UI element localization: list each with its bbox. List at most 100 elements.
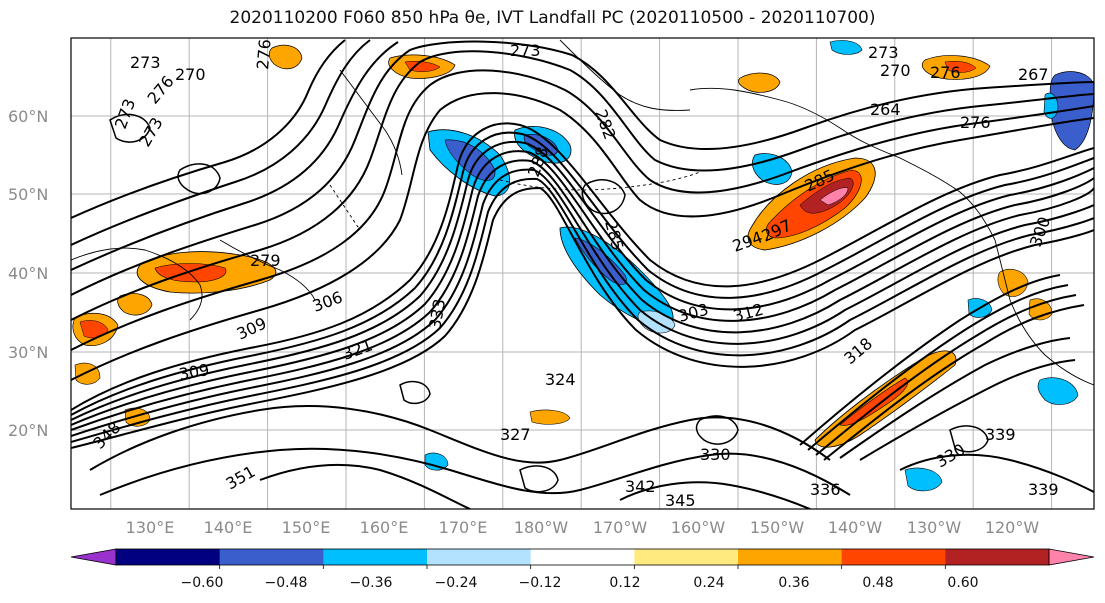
contour-jet-4 [71,150,1094,426]
contour-label: 327 [500,425,531,444]
contour-closed-4 [399,380,431,405]
contour-ne-2 [807,284,1069,451]
lon-label-150e: 150°E [281,518,331,537]
contour-south-1 [89,405,831,471]
lat-label-40n: 40°N [8,264,49,283]
contour-label: 276 [253,38,275,70]
lon-label-170w: 170°W [592,518,648,537]
contour-mid-1 [71,92,1094,381]
lon-label-160e: 160°E [359,518,409,537]
shade-red-east-asia-2 [79,320,109,339]
colorbar-extend-min [70,548,117,566]
contour-jet-6 [71,168,1094,437]
colorbar-tick-label: −0.60 [180,575,224,591]
coastline-alaska [689,87,996,241]
contour-label: 264 [870,100,901,119]
contour-labels: 273 273 270 273 276 273 276 270 276 282 … [89,38,1059,510]
contour-label: 276 [960,113,991,132]
coastline-chukotka [559,39,691,111]
contour-closed-1 [581,179,626,215]
contour-jet-3 [71,141,1094,421]
colorbar-segment [116,549,221,565]
contour-label: 324 [545,370,576,389]
shade-orange-south [529,409,571,425]
contour-label: 345 [665,491,696,510]
contour-label: 267 [1018,65,1049,84]
shade-lightblue-south-2 [424,452,449,471]
contour-label: 339 [1028,480,1059,499]
shade-blue-bering [444,139,496,181]
contour-closed-5 [949,425,989,453]
shade-blue-canada [1049,71,1094,151]
coastline-asia [71,247,203,321]
lon-label-130e: 130°E [125,518,175,537]
colorbar-outline [115,548,1050,566]
contour-jet-7 [71,177,1094,443]
colorbar-segment [841,549,946,565]
contour-label: 273 [868,43,899,62]
lat-label-60n: 60°N [8,107,49,126]
colorbar-tick-label: 0.36 [778,575,810,591]
colorbar-segment [219,549,324,565]
contour-ne-4 [823,304,1085,461]
coastline-kurils [329,184,361,231]
lon-label-130w: 130°W [906,518,962,537]
contour-mid-4 [71,40,1094,296]
lon-label-140e: 140°E [203,518,253,537]
colorbar-tick-label: −0.36 [349,575,393,591]
colorbar-tick-label: −0.12 [518,575,562,591]
shade-red-arctic [404,60,441,72]
contour-layer [71,39,1094,509]
contour-label: 339 [985,425,1016,444]
contour-mid-6 [71,39,371,246]
shade-orange-wcoast [997,269,1029,297]
colorbar-segment [634,549,739,565]
colorbar-tick-label: 0.24 [693,575,725,591]
contour-label: 276 [930,63,961,82]
colorbar-tick-label: 0.48 [862,575,894,591]
lat-label-30n: 30°N [8,343,49,362]
contour-jet-5 [71,159,1094,431]
colorbar-segment [945,549,1050,565]
map-frame [70,37,1095,510]
colorbar-segment [738,549,843,565]
shade-orange-alaska [738,72,781,93]
shade-pink-gulf-of-alaska [819,187,849,206]
contour-jet-2 [71,131,1094,416]
lon-label-140w: 140°W [827,518,883,537]
lat-label-20n: 20°N [8,421,49,440]
shade-orange-siberia [268,44,303,70]
colorbar-tick-label: 0.12 [609,575,641,591]
contour-closed-3 [695,415,739,445]
contour-mid-3 [71,50,1094,321]
contour-label: 336 [810,480,841,499]
contour-jet-8 [71,186,1094,449]
coastlines [71,39,1094,386]
contour-ne-5 [839,337,1071,459]
contour-ne-3 [815,294,1077,456]
colorbar-tick-label: 0.60 [947,575,979,591]
contour-mid-5 [71,41,399,271]
colorbar [70,548,1095,569]
contour-label: 279 [250,251,281,270]
contour-south-3 [259,463,471,509]
contour-ne-1 [799,274,1061,446]
shade-red-subtropical [839,377,909,426]
contour-label: 270 [880,61,911,80]
colorbar-segment [323,549,428,565]
lat-label-50n: 50°N [8,185,49,204]
shade-red-canada [944,61,977,73]
contour-mid-2 [71,69,1094,351]
shade-lightblue-nwcanada [829,40,863,55]
colorbar-extend-max [1048,548,1095,566]
lon-label-150w: 150°W [749,518,805,537]
contour-south-4 [619,481,811,509]
colorbar-segment [427,549,532,565]
coastline-uswest [994,239,1094,386]
coastline-kamchatka [339,69,403,176]
contour-closed-7 [109,113,151,143]
colorbar-tick-label: −0.24 [434,575,478,591]
map-title: 2020110200 F060 850 hPa θe, IVT Landfall… [229,8,876,28]
shade-lightblue-south [904,467,943,492]
